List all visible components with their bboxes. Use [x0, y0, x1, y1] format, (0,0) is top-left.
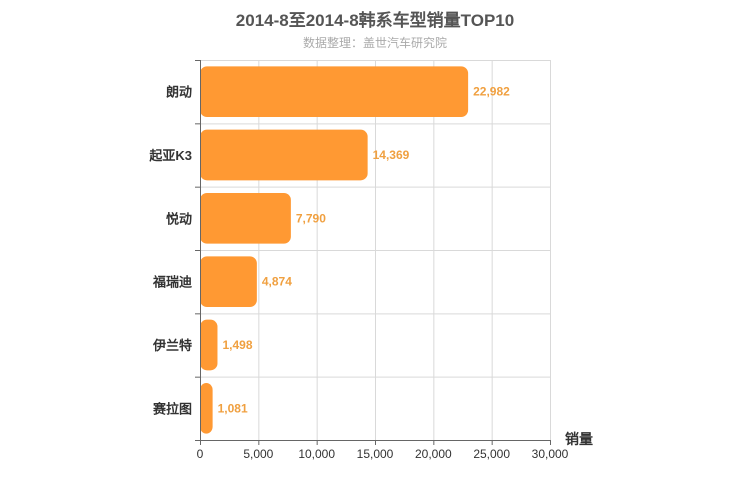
axes: [195, 60, 551, 445]
x-axis-title: 销量: [565, 431, 593, 447]
bar-value-label: 7,790: [296, 211, 326, 225]
x-tick-label: 10,000: [298, 447, 335, 461]
x-tick-label: 15,000: [357, 447, 394, 461]
bar-value-label: 1,081: [218, 401, 248, 415]
bar: [200, 129, 368, 181]
bar: [200, 193, 291, 244]
category-label: 赛拉图: [152, 401, 192, 416]
x-tick-label: 0: [197, 447, 204, 461]
x-tick-label: 20,000: [415, 447, 452, 461]
bar-value-label: 4,874: [262, 275, 292, 289]
chart-title: 2014-8至2014-8韩系车型销量TOP10: [235, 11, 515, 30]
bars: [200, 66, 469, 434]
bar-value-label: 22,982: [473, 85, 510, 99]
category-label: 悦动: [166, 211, 192, 226]
category-label: 伊兰特: [152, 338, 192, 353]
bar: [200, 383, 213, 434]
category-label: 起亚K3: [148, 148, 192, 163]
category-label: 朗动: [166, 85, 192, 100]
chart-subtitle: 数据整理：盖世汽车研究院: [302, 36, 447, 50]
bar-value-label: 1,498: [222, 338, 252, 352]
x-tick-label: 5,000: [243, 447, 273, 461]
bar-value-label: 14,369: [373, 148, 410, 162]
bar: [200, 319, 218, 371]
bar: [200, 256, 257, 307]
x-tick-label: 25,000: [473, 447, 510, 461]
x-tick-label: 30,000: [532, 447, 569, 461]
bar: [200, 66, 469, 117]
grid-lines: [200, 60, 551, 441]
category-label: 福瑞迪: [152, 275, 192, 290]
